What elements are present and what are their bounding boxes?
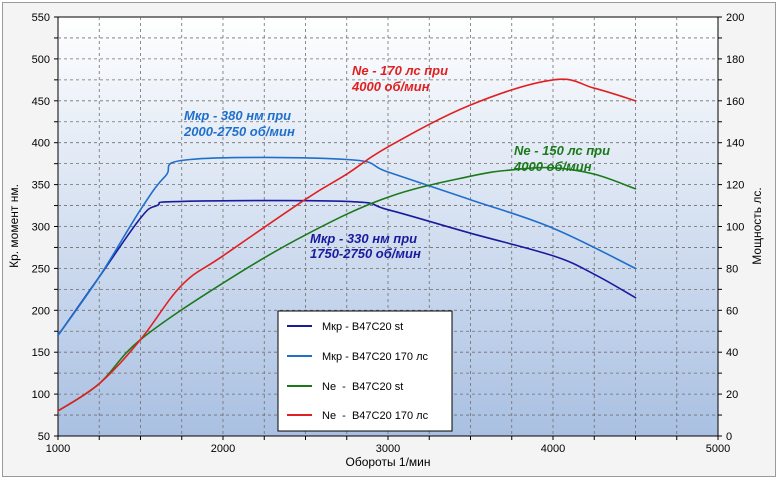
annotation-ne-150: Ne - 150 лс при 4000 об/мин xyxy=(513,143,614,174)
y-right-tick-label: 120 xyxy=(726,180,744,192)
y-left-tick-label: 50 xyxy=(38,431,50,443)
y-left-tick-label: 200 xyxy=(32,305,50,317)
x-tick-label: 5000 xyxy=(706,443,730,455)
y-right-tick-label: 60 xyxy=(726,305,738,317)
x-tick-label: 2000 xyxy=(211,443,235,455)
y-right-tick-label: 20 xyxy=(726,389,738,401)
x-tick-label: 1000 xyxy=(46,443,70,455)
y-right-tick-label: 180 xyxy=(726,54,744,66)
series-line-2 xyxy=(57,156,637,337)
annotation-mkr-380: Мкр - 380 нм при 2000-2750 об/мин xyxy=(183,108,295,139)
y-axis-left-label: Кр. момент нм. xyxy=(7,184,21,268)
series-line-4 xyxy=(57,78,637,412)
legend-label-4: Ne - B47C20 170 лс xyxy=(322,410,429,422)
legend-label-2: Мкр - B47C20 170 лс xyxy=(322,351,429,363)
y-left-tick-label: 100 xyxy=(32,389,50,401)
y-left-tick-label: 450 xyxy=(32,96,50,108)
y-left-tick-label: 300 xyxy=(32,222,50,234)
annotation-ne-170: Ne - 170 лс при 4000 об/мин xyxy=(351,63,452,94)
y-right-tick-label: 200 xyxy=(726,12,744,24)
y-right-tick-label: 140 xyxy=(726,138,744,150)
x-tick-label: 4000 xyxy=(541,443,565,455)
y-axis-right-label: Мощность лс. xyxy=(750,187,764,264)
y-left-tick-label: 150 xyxy=(32,347,50,359)
y-right-tick-label: 40 xyxy=(726,347,738,359)
x-axis-label: Обороты 1/мин xyxy=(345,455,430,469)
y-right-tick-label: 100 xyxy=(726,222,744,234)
y-left-tick-label: 550 xyxy=(32,12,50,24)
y-left-tick-label: 350 xyxy=(32,180,50,192)
y-left-tick-label: 400 xyxy=(32,138,50,150)
y-right-tick-label: 80 xyxy=(726,263,738,275)
series-line-3 xyxy=(57,166,637,412)
series-line-1 xyxy=(57,199,637,337)
tick-marks xyxy=(54,16,722,440)
annotation-mkr-330: Мкр - 330 нм при 1750-2750 об/мин xyxy=(310,231,421,261)
y-right-tick-label: 160 xyxy=(726,96,744,108)
y-right-tick-label: 0 xyxy=(726,431,732,443)
y-left-tick-label: 500 xyxy=(32,54,50,66)
legend-label-1: Мкр - B47C20 st xyxy=(322,321,403,333)
series-lines xyxy=(57,78,637,412)
y-left-tick-label: 250 xyxy=(32,263,50,275)
x-tick-label: 3000 xyxy=(376,443,400,455)
tick-labels: 1000 2000 3000 4000 500050100150200250300350… xyxy=(32,12,745,455)
legend-label-3: Ne - B47C20 st xyxy=(322,381,403,393)
legend: Мкр - B47C20 st Мкр - B47C20 170 лс Ne -… xyxy=(277,310,453,432)
